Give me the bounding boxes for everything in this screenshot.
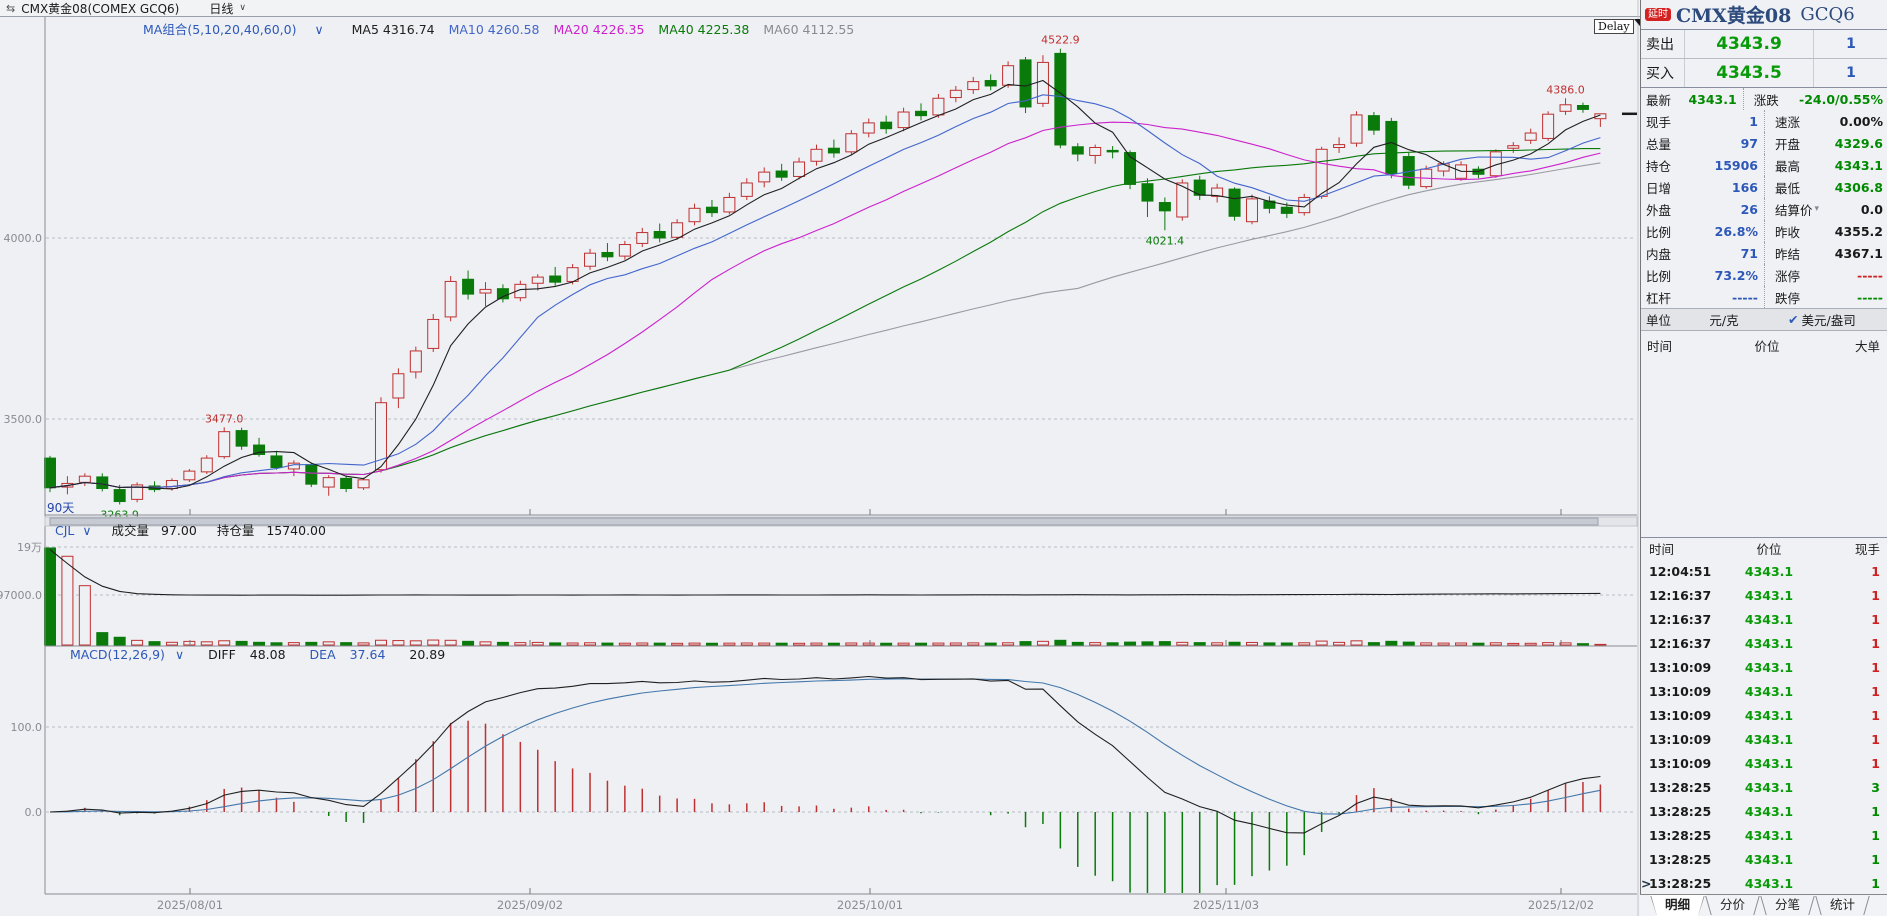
svg-text:4522.9: 4522.9 bbox=[1041, 34, 1080, 47]
bid-qty: 1 bbox=[1846, 65, 1856, 81]
contract-code: GCQ6 bbox=[1800, 4, 1855, 25]
delay-badge: 延时 bbox=[1645, 8, 1671, 21]
svg-text:4386.0: 4386.0 bbox=[1546, 83, 1585, 96]
unit-option-usd-oz[interactable]: 美元/盎司 bbox=[1801, 313, 1856, 328]
ma-value: MA10 4260.58 bbox=[448, 22, 540, 37]
period-selector[interactable]: 日线 bbox=[209, 1, 234, 16]
ma-header: MA组合(5,10,20,40,60,0) ∨ MA5 4316.74 MA10 4… bbox=[143, 19, 882, 38]
svg-text:3500.0: 3500.0 bbox=[4, 413, 43, 426]
bid-price[interactable]: 4343.5 bbox=[1684, 59, 1814, 87]
tab-统计[interactable]: 统计 bbox=[1815, 895, 1870, 916]
chart-toolbar: ⇆ CMX黄金08(COMEX GCQ6) 日线 ∨ bbox=[0, 0, 1640, 17]
tape-list[interactable]: 12:04:51 4343.1 1 12:16:37 4343.1 1 12:1… bbox=[1641, 559, 1887, 895]
tape-row: 13:28:25 4343.1 1 bbox=[1649, 803, 1880, 819]
svg-text:4000.0: 4000.0 bbox=[4, 232, 43, 245]
bid-label: 买入 bbox=[1646, 66, 1674, 82]
svg-text:19万: 19万 bbox=[17, 541, 42, 554]
svg-text:2025/12/02: 2025/12/02 bbox=[1528, 898, 1594, 912]
svg-text:100.0: 100.0 bbox=[11, 721, 43, 734]
tab-分笔[interactable]: 分笔 bbox=[1760, 895, 1815, 916]
quote-row: 持仓 15906 最高 4343.1 bbox=[1641, 154, 1887, 176]
macd-bar-value: 20.89 bbox=[409, 647, 446, 662]
ask-label: 卖出 bbox=[1646, 37, 1674, 53]
tape-row: 12:16:37 4343.1 1 bbox=[1649, 635, 1880, 651]
tape-row: >13:28:25 4343.1 1 bbox=[1641, 875, 1880, 891]
chevron-down-icon: ▾ bbox=[1814, 204, 1820, 214]
unit-option-yuan-gram[interactable]: 元/克 bbox=[1709, 313, 1739, 328]
check-icon: ✔ bbox=[1788, 312, 1799, 327]
tab-分价[interactable]: 分价 bbox=[1705, 895, 1760, 916]
svg-text:97000.0: 97000.0 bbox=[0, 589, 42, 602]
tape-row: 13:28:25 4343.1 1 bbox=[1649, 851, 1880, 867]
tape-section[interactable]: 时间 价位 现手 12:04:51 4343.1 1 12:16:37 4343… bbox=[1641, 537, 1887, 895]
chevron-down-icon: ∨ bbox=[174, 647, 185, 662]
open-interest-label: 持仓量 15740.00 bbox=[216, 523, 326, 538]
delay-indicator: Delay bbox=[1594, 19, 1645, 34]
window-range-label: 90天 bbox=[47, 501, 75, 515]
bottom-tabs: 明细 分价 分笔 统计 bbox=[1640, 894, 1887, 916]
instrument-title: 延时 CMX黄金08 GCQ6 bbox=[1641, 0, 1887, 30]
tape-row: 13:10:09 4343.1 1 bbox=[1649, 755, 1880, 771]
svg-text:2025/11/03: 2025/11/03 bbox=[1193, 898, 1259, 912]
unit-label: 单位 bbox=[1646, 313, 1672, 328]
svg-text:2025/08/01: 2025/08/01 bbox=[157, 898, 223, 912]
tape-row: 12:16:37 4343.1 1 bbox=[1649, 587, 1880, 603]
tape-row: 12:16:37 4343.1 1 bbox=[1649, 611, 1880, 627]
ma-value: MA40 4225.38 bbox=[658, 22, 750, 37]
quote-panel: 延时 CMX黄金08 GCQ6 卖出 4343.9 1 买入 4343.5 1 … bbox=[1640, 0, 1887, 916]
ma-value: MA5 4316.74 bbox=[351, 22, 435, 37]
tape-header: 时间 价位 现手 bbox=[1641, 538, 1887, 559]
ma-value: MA20 4226.35 bbox=[553, 22, 645, 37]
tape-row: 13:28:25 4343.1 1 bbox=[1649, 827, 1880, 843]
big-order-header: 时间 价位 大单 bbox=[1647, 339, 1880, 354]
tape-row: 13:10:09 4343.1 1 bbox=[1649, 683, 1880, 699]
chart-canvas[interactable]: 4000.03500.019万97000.0100.00.03263.93477… bbox=[0, 0, 1640, 916]
quote-row: 比例 26.8% 昨收 4355.2 bbox=[1641, 220, 1887, 242]
bid-row[interactable]: 买入 4343.5 1 bbox=[1641, 59, 1887, 88]
quote-grid: 最新 4343.1 涨跌 -24.0/0.55% 现手 1 速涨 0.00% 总… bbox=[1641, 88, 1887, 308]
ma-value: MA60 4112.55 bbox=[763, 22, 855, 37]
current-row-marker: > bbox=[1641, 875, 1652, 891]
volume-label: 成交量 97.00 bbox=[111, 523, 197, 538]
tape-row: 13:10:09 4343.1 1 bbox=[1649, 707, 1880, 723]
unit-row: 单位 元/克 ✔ 美元/盎司 bbox=[1641, 308, 1887, 331]
ask-price[interactable]: 4343.9 bbox=[1684, 30, 1814, 58]
ask-qty: 1 bbox=[1846, 36, 1856, 52]
volume-indicator-selector[interactable]: CJL ∨ bbox=[55, 523, 92, 538]
corner-triangle-icon bbox=[1633, 19, 1645, 32]
svg-text:2025/10/01: 2025/10/01 bbox=[837, 898, 903, 912]
tape-row: 12:04:51 4343.1 1 bbox=[1649, 563, 1880, 579]
tape-row: 13:10:09 4343.1 1 bbox=[1649, 731, 1880, 747]
quote-row: 现手 1 速涨 0.00% bbox=[1641, 110, 1887, 132]
tab-明细[interactable]: 明细 bbox=[1650, 895, 1705, 916]
tape-row: 13:10:09 4343.1 1 bbox=[1649, 659, 1880, 675]
ma-combo-selector[interactable]: MA组合(5,10,20,40,60,0) ∨ bbox=[143, 22, 324, 37]
macd-indicator-selector[interactable]: MACD(12,26,9) ∨ bbox=[70, 647, 185, 662]
svg-text:3477.0: 3477.0 bbox=[205, 412, 244, 425]
chevron-down-icon: ∨ bbox=[82, 523, 92, 538]
quote-row: 杠杆 ----- 跌停 ----- bbox=[1641, 286, 1887, 308]
link-icon[interactable]: ⇆ bbox=[6, 1, 16, 15]
volume-header: CJL ∨ 成交量 97.00 持仓量 15740.00 bbox=[55, 520, 342, 539]
svg-text:4021.4: 4021.4 bbox=[1146, 234, 1185, 247]
svg-text:0.0: 0.0 bbox=[25, 806, 43, 819]
chevron-down-icon: ∨ bbox=[314, 22, 324, 37]
macd-header: MACD(12,26,9) ∨ DIFF 48.08 DEA 37.64 20.8… bbox=[70, 647, 455, 662]
delay-label: Delay bbox=[1594, 19, 1634, 34]
chevron-down-icon[interactable]: ∨ bbox=[239, 3, 246, 13]
macd-diff: DIFF 48.08 bbox=[208, 647, 286, 662]
quote-row: 最新 4343.1 涨跌 -24.0/0.55% bbox=[1641, 88, 1887, 110]
ask-row[interactable]: 卖出 4343.9 1 bbox=[1641, 30, 1887, 59]
quote-row: 总量 97 开盘 4329.6 bbox=[1641, 132, 1887, 154]
instrument-name: CMX黄金08 bbox=[1676, 5, 1792, 27]
quote-row: 外盘 26 结算价 ▾ 0.0 bbox=[1641, 198, 1887, 220]
quote-row: 日增 166 最低 4306.8 bbox=[1641, 176, 1887, 198]
tape-row: 13:28:25 4343.1 3 bbox=[1649, 779, 1880, 795]
quote-row: 比例 73.2% 涨停 ----- bbox=[1641, 264, 1887, 286]
quote-row: 内盘 71 昨结 4367.1 bbox=[1641, 242, 1887, 264]
svg-text:2025/09/02: 2025/09/02 bbox=[497, 898, 563, 912]
macd-dea: DEA 37.64 bbox=[309, 647, 386, 662]
symbol-title[interactable]: CMX黄金08(COMEX GCQ6) bbox=[21, 1, 180, 16]
